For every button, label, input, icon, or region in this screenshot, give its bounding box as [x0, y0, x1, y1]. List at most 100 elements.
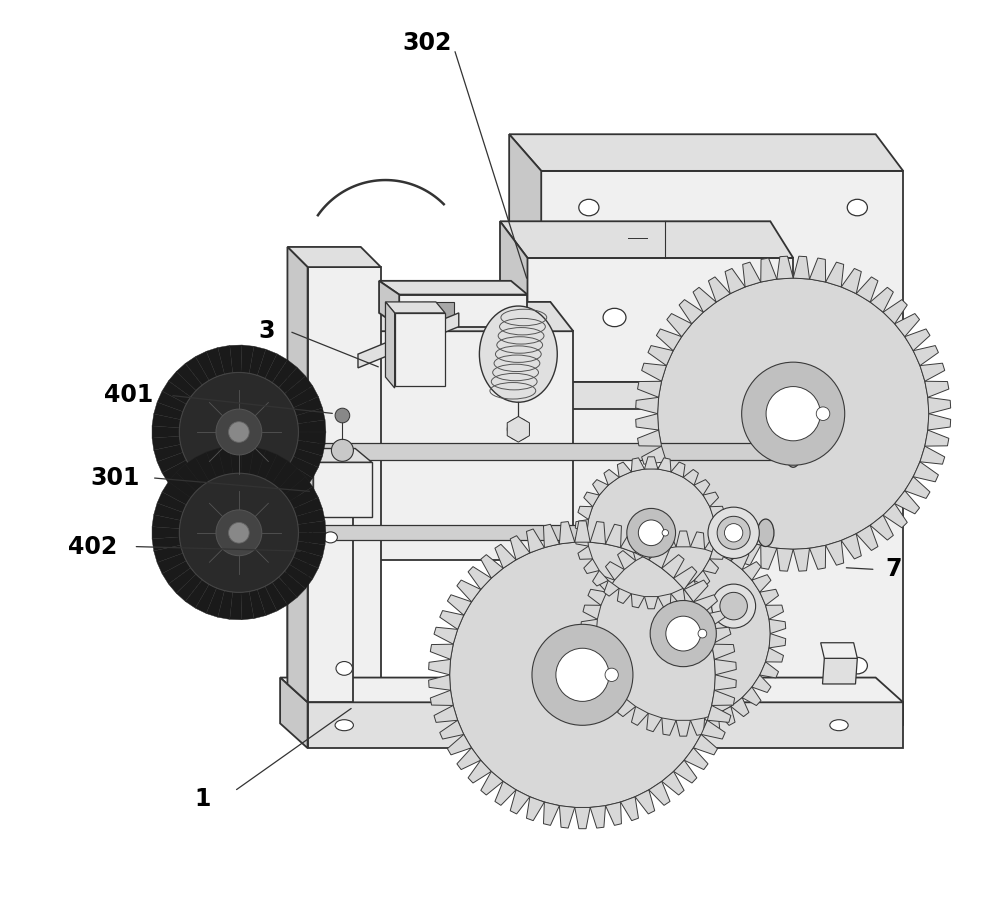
Polygon shape — [430, 690, 453, 706]
Polygon shape — [395, 312, 445, 386]
Polygon shape — [152, 425, 179, 438]
Polygon shape — [588, 589, 607, 606]
Polygon shape — [308, 267, 381, 702]
Polygon shape — [752, 675, 771, 693]
Polygon shape — [618, 698, 636, 717]
Polygon shape — [712, 690, 735, 706]
Circle shape — [720, 593, 747, 619]
Polygon shape — [667, 313, 692, 336]
Polygon shape — [313, 462, 372, 517]
Polygon shape — [298, 521, 326, 533]
Circle shape — [229, 523, 249, 543]
Polygon shape — [618, 550, 636, 570]
Polygon shape — [230, 446, 242, 473]
Polygon shape — [895, 313, 920, 336]
Polygon shape — [284, 477, 313, 501]
Polygon shape — [584, 492, 599, 506]
Polygon shape — [559, 806, 575, 828]
Polygon shape — [241, 345, 254, 373]
Polygon shape — [287, 489, 308, 702]
Polygon shape — [584, 559, 599, 573]
Polygon shape — [526, 529, 544, 553]
Circle shape — [587, 469, 715, 597]
Polygon shape — [617, 588, 631, 604]
Polygon shape — [353, 331, 573, 561]
Polygon shape — [690, 532, 705, 550]
Circle shape — [627, 508, 676, 557]
Polygon shape — [606, 524, 621, 548]
Circle shape — [662, 529, 668, 536]
Polygon shape — [176, 464, 202, 492]
Polygon shape — [684, 580, 708, 602]
Circle shape — [698, 630, 707, 638]
Polygon shape — [718, 707, 735, 725]
Polygon shape — [249, 589, 266, 618]
Polygon shape — [385, 302, 395, 388]
Polygon shape — [821, 642, 857, 658]
Ellipse shape — [479, 306, 557, 403]
Polygon shape — [714, 533, 727, 546]
Polygon shape — [905, 329, 930, 351]
Polygon shape — [676, 531, 690, 547]
Polygon shape — [690, 718, 705, 735]
Polygon shape — [701, 720, 725, 739]
Polygon shape — [249, 346, 266, 375]
Polygon shape — [647, 713, 662, 732]
Polygon shape — [712, 644, 735, 660]
Polygon shape — [883, 300, 907, 323]
Polygon shape — [289, 557, 318, 579]
Polygon shape — [760, 589, 779, 606]
Circle shape — [724, 524, 743, 542]
Polygon shape — [293, 448, 323, 468]
Polygon shape — [541, 171, 903, 725]
Polygon shape — [152, 537, 181, 550]
Circle shape — [712, 584, 756, 628]
Polygon shape — [920, 363, 945, 381]
Polygon shape — [647, 536, 662, 554]
Circle shape — [556, 648, 609, 701]
Polygon shape — [636, 414, 659, 430]
Polygon shape — [593, 480, 608, 495]
Polygon shape — [731, 698, 749, 717]
Polygon shape — [154, 445, 183, 461]
Polygon shape — [157, 553, 186, 573]
Polygon shape — [679, 300, 703, 323]
Circle shape — [658, 278, 929, 550]
Polygon shape — [272, 460, 297, 489]
Circle shape — [638, 520, 664, 546]
Polygon shape — [230, 492, 242, 519]
Polygon shape — [693, 595, 718, 615]
Polygon shape — [683, 581, 698, 596]
Polygon shape — [605, 687, 624, 706]
Polygon shape — [162, 460, 191, 483]
Polygon shape — [218, 447, 233, 475]
Polygon shape — [297, 448, 372, 462]
Polygon shape — [434, 628, 458, 644]
Polygon shape — [707, 628, 731, 644]
Polygon shape — [656, 477, 682, 498]
Polygon shape — [168, 371, 196, 397]
Polygon shape — [575, 521, 590, 542]
Polygon shape — [279, 368, 306, 393]
Polygon shape — [195, 351, 217, 380]
Polygon shape — [710, 506, 724, 519]
Polygon shape — [617, 462, 631, 477]
Polygon shape — [679, 504, 703, 528]
Circle shape — [742, 362, 845, 465]
Polygon shape — [870, 516, 893, 540]
Polygon shape — [481, 771, 503, 795]
Polygon shape — [694, 480, 710, 495]
Polygon shape — [604, 470, 619, 485]
Polygon shape — [280, 677, 308, 748]
Polygon shape — [708, 277, 730, 302]
Polygon shape — [693, 734, 718, 754]
Polygon shape — [249, 447, 266, 476]
Polygon shape — [575, 519, 588, 533]
Polygon shape — [279, 468, 306, 494]
Polygon shape — [725, 534, 745, 559]
Polygon shape — [257, 586, 277, 616]
Polygon shape — [157, 452, 186, 473]
Polygon shape — [429, 660, 451, 675]
Polygon shape — [841, 268, 861, 293]
Polygon shape — [718, 542, 735, 561]
